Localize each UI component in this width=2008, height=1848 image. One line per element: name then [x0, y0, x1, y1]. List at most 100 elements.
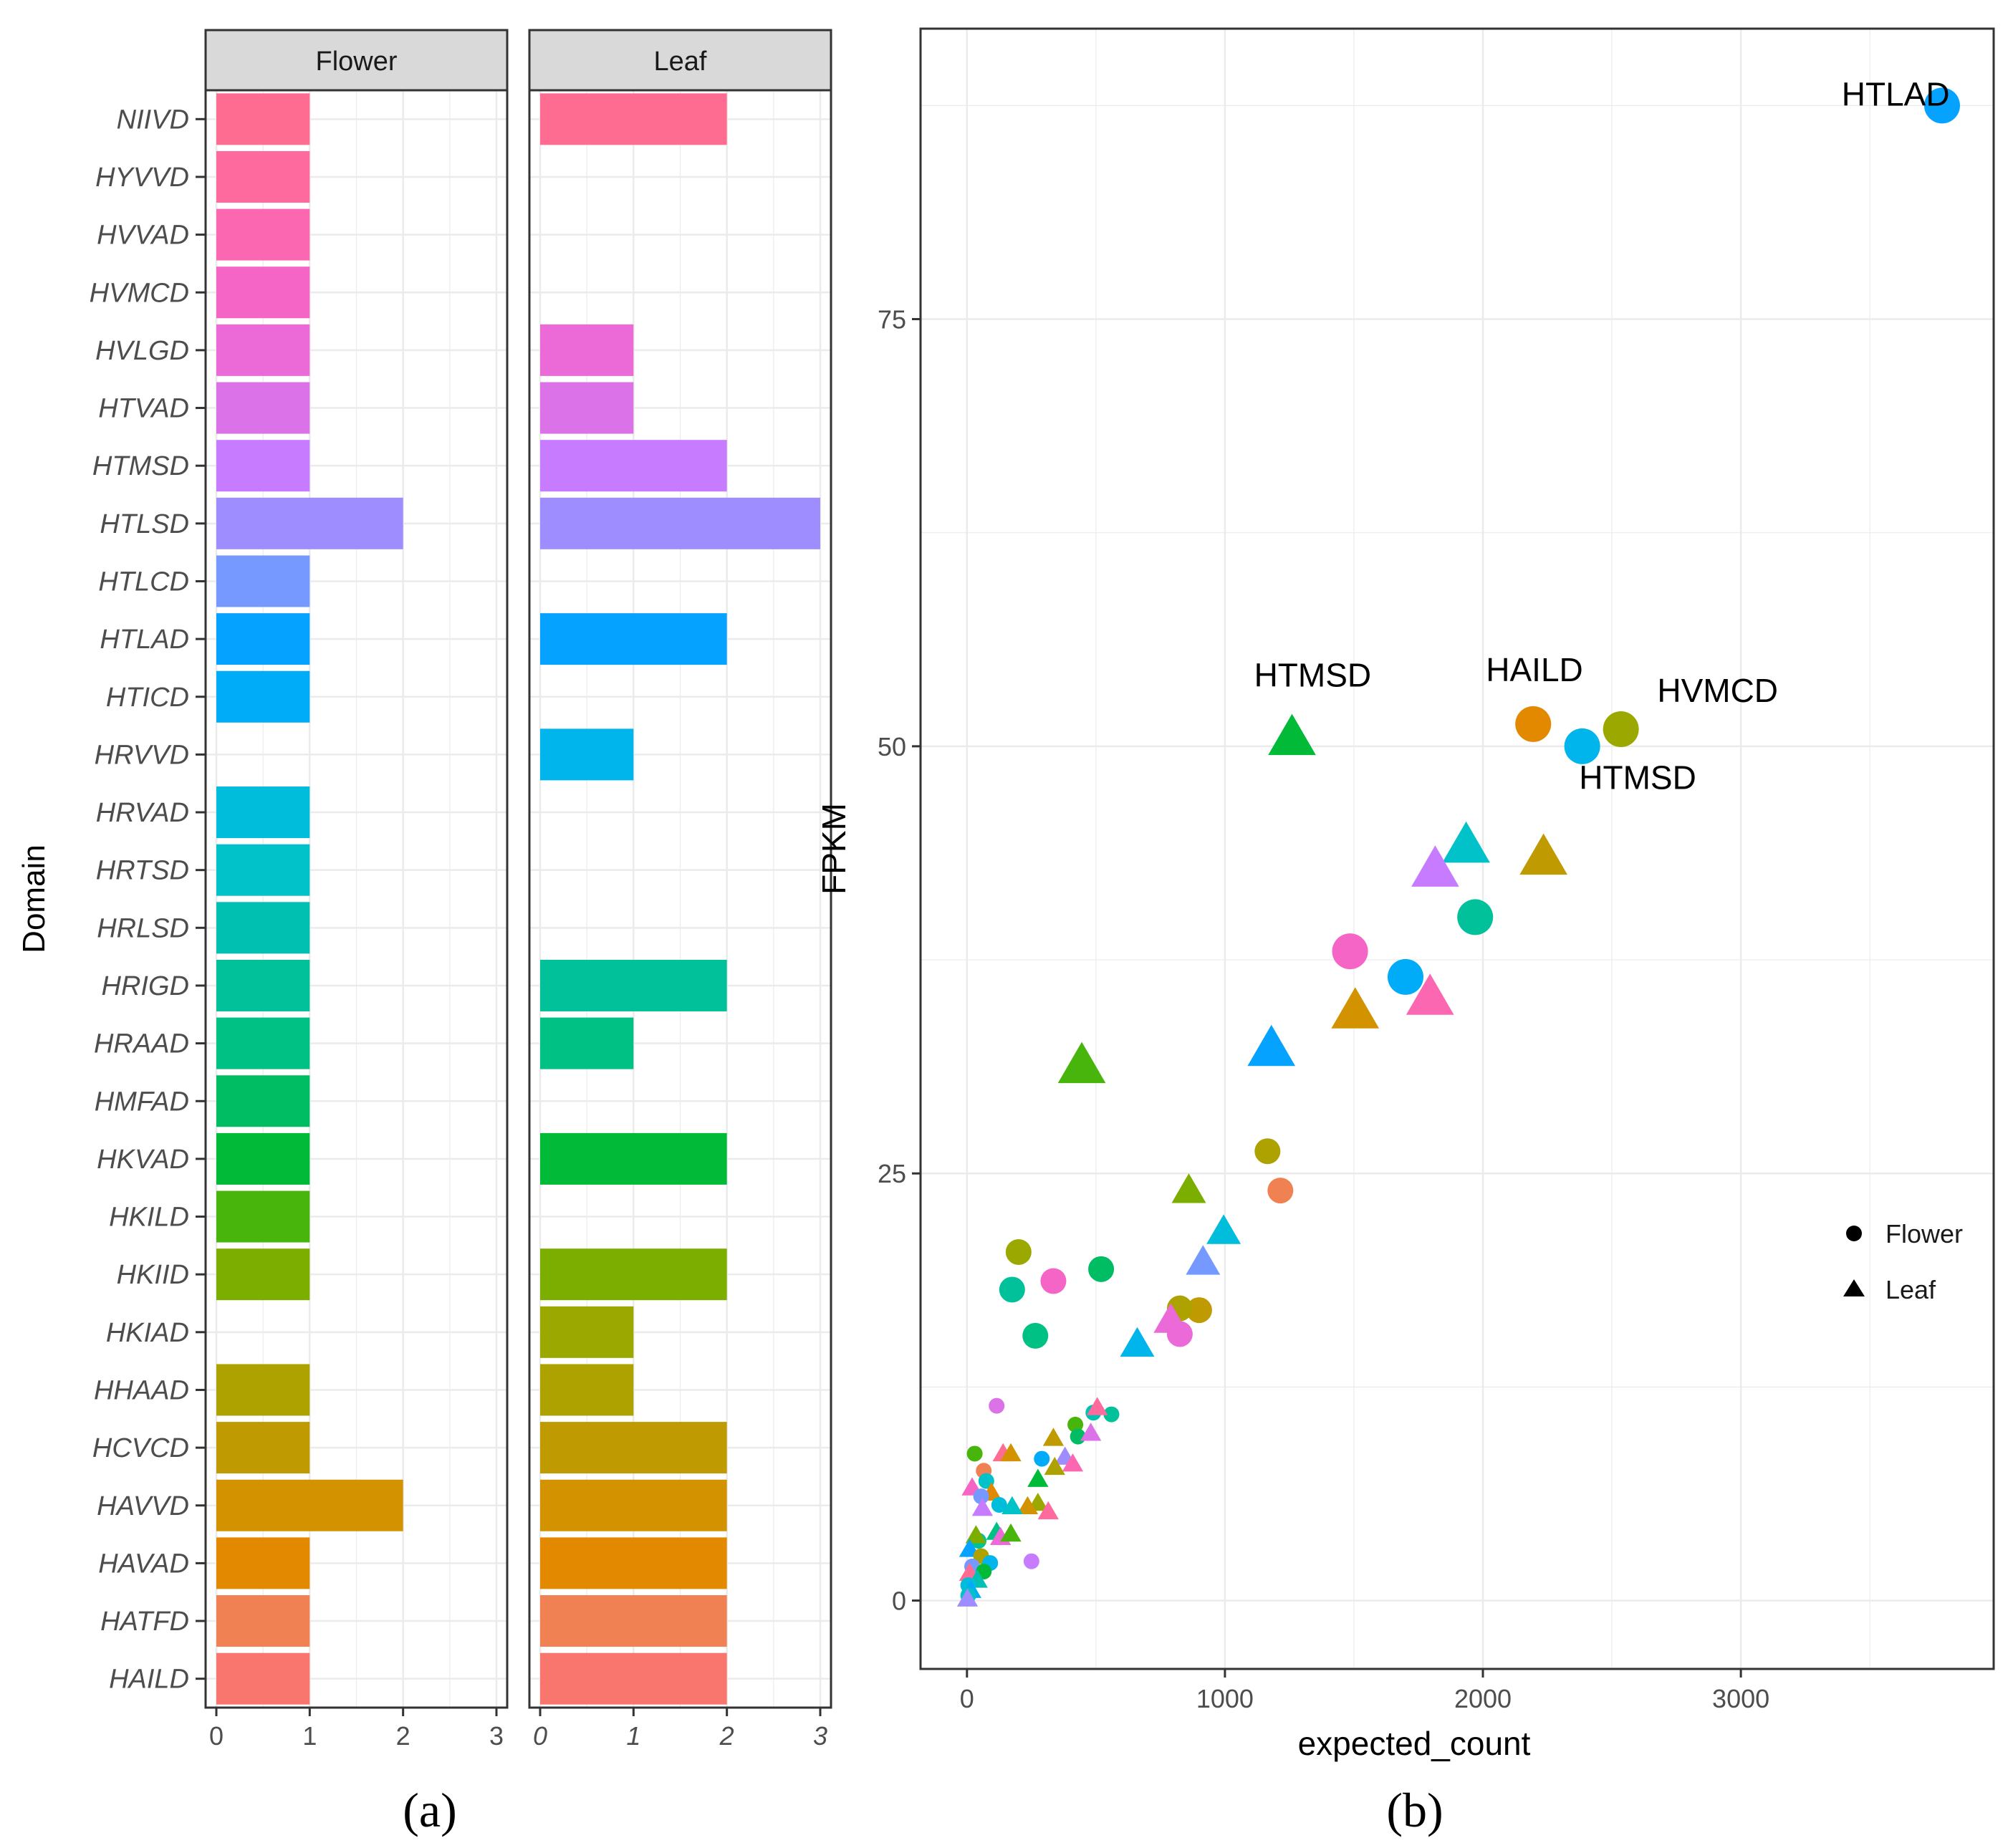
legend-leaf-icon	[1843, 1279, 1865, 1296]
point-flower-2	[1515, 706, 1552, 742]
y-axis-title: Domain	[16, 844, 52, 953]
bar-flower-hhaad	[216, 1364, 310, 1416]
y-tick-label-niivd: NIIVD	[117, 105, 189, 135]
point-leaf-11	[1406, 973, 1454, 1015]
y-tick-label-hrtsd: HRTSD	[96, 856, 189, 886]
bar-leaf-haild	[540, 1652, 727, 1705]
bar-flower-havvd	[216, 1479, 403, 1531]
y-tick-label-hhaad: HHAAD	[94, 1375, 189, 1405]
x-tick-label: 2000	[1454, 1684, 1512, 1713]
bar-flower-hkvad	[216, 1132, 310, 1185]
y-tick-label-hatfd: HATFD	[100, 1607, 189, 1637]
point-leaf-54	[1001, 1496, 1023, 1515]
facet-1-strip	[528, 29, 832, 92]
y-tick-label-hyvvd: HYVVD	[95, 163, 189, 193]
y-tick-label-havad: HAVAD	[98, 1549, 189, 1579]
facet-0-title: Flower	[315, 47, 397, 77]
point-flower-53	[991, 1497, 1007, 1513]
panel-label-b: (b)	[1386, 1783, 1443, 1837]
bar-flower-hrvad	[216, 786, 310, 839]
bar-flower-hticd	[216, 670, 310, 723]
y-tick-label: 25	[878, 1159, 906, 1188]
point-flower-23	[999, 1276, 1025, 1303]
x-tick-label: 1	[302, 1721, 317, 1751]
bar-leaf-hraad	[540, 1017, 634, 1069]
y-tick-label-hrigd: HRIGD	[102, 971, 189, 1001]
bar-flower-hrigd	[216, 959, 310, 1011]
point-flower-20	[1088, 1256, 1115, 1282]
point-leaf-47	[1027, 1468, 1049, 1487]
bar-flower-hkiid	[216, 1248, 310, 1301]
point-leaf-40	[1000, 1443, 1022, 1462]
x-tick-label: 3	[813, 1721, 827, 1751]
plot-border	[919, 27, 1995, 1670]
y-tick-label-htmsd: HTMSD	[92, 451, 189, 481]
bar-leaf-hcvcd	[540, 1422, 727, 1474]
x-tick-label: 3000	[1712, 1684, 1769, 1713]
y-tick-label-hcvcd: HCVCD	[92, 1433, 189, 1463]
bar-flower-hcvcd	[216, 1422, 310, 1474]
bar-leaf-hrvvd	[540, 728, 634, 781]
point-leaf-7	[1519, 833, 1567, 875]
bar-flower-hkild	[216, 1190, 310, 1243]
bar-leaf-havvd	[540, 1479, 727, 1531]
x-axis-title: expected_count	[1298, 1725, 1531, 1762]
point-flower-16	[1267, 1178, 1294, 1204]
bar-flower-hrlsd	[216, 902, 310, 954]
y-tick-label-htlsd: HTLSD	[100, 509, 189, 539]
point-leaf-1	[1268, 713, 1316, 756]
point-leaf-59	[1000, 1523, 1022, 1542]
y-tick-label-hkiid: HKIID	[117, 1260, 189, 1290]
point-leaf-17	[1171, 1173, 1206, 1203]
y-tick-label: 75	[878, 305, 906, 335]
bar-flower-htlad	[216, 613, 310, 665]
point-flower-28	[1022, 1322, 1049, 1349]
point-flower-19	[1005, 1238, 1032, 1265]
bar-flower-htlsd	[216, 497, 403, 549]
x-tick-label: 1000	[1196, 1684, 1254, 1713]
bar-flower-hmfad	[216, 1075, 310, 1127]
point-flower-50	[973, 1488, 989, 1505]
point-flower-22	[1040, 1268, 1067, 1294]
annotation-htmsd-1: HTMSD	[1254, 656, 1372, 693]
point-flower-38	[966, 1445, 983, 1462]
point-leaf-56	[1037, 1501, 1059, 1520]
y-tick-label-hvlgd: HVLGD	[95, 336, 189, 366]
annotation-htlad-0: HTLAD	[1842, 75, 1950, 112]
point-leaf-52	[1017, 1496, 1039, 1515]
panel-a-faceted-bar-chart: Flower 0 1 2 3 Leaf 0 1 2 3 NIIVD HYVVD HVVAD HVMCD HV…	[16, 29, 832, 1751]
y-tick-label-havvd: HAVVD	[97, 1491, 189, 1521]
bar-leaf-hrigd	[540, 959, 727, 1011]
point-flower-65	[1023, 1553, 1039, 1569]
x-tick-label: 3	[489, 1721, 504, 1751]
y-tick-label-hkild: HKILD	[109, 1203, 189, 1233]
point-flower-27	[1166, 1321, 1193, 1347]
x-tick-label: 2	[396, 1721, 410, 1751]
bar-leaf-htlad	[540, 613, 727, 665]
point-leaf-43	[1062, 1453, 1084, 1472]
point-leaf-6	[1411, 845, 1459, 887]
bar-flower-hraad	[216, 1017, 310, 1069]
bar-leaf-htmsd	[540, 440, 727, 492]
legend-label-leaf: Leaf	[1885, 1275, 1936, 1304]
point-flower-4	[1564, 728, 1600, 764]
panel-b-scatter-plot: HTLAD HTMSD HAILD HVMCD HTMSD 0 1000 2000 3000 0 2…	[815, 27, 1995, 1762]
point-leaf-55	[971, 1498, 994, 1516]
bar-flower-hyvvd	[216, 150, 310, 203]
bar-leaf-htlsd	[540, 497, 820, 549]
legend-flower-icon	[1846, 1226, 1862, 1241]
bar-leaf-hatfd	[540, 1595, 727, 1647]
point-leaf-14	[1057, 1041, 1106, 1084]
point-leaf-73	[956, 1588, 979, 1607]
x-tick-label: 0	[209, 1721, 224, 1751]
y-tick-label-hvvad: HVVAD	[97, 221, 189, 251]
bar-leaf-hkiid	[540, 1248, 727, 1301]
point-flower-0	[1923, 87, 1960, 124]
annotation-hvmcd-3: HVMCD	[1657, 672, 1778, 709]
y-tick-label-htlad: HTLAD	[100, 625, 189, 655]
y-tick-label-hmfad: HMFAD	[95, 1087, 189, 1117]
point-leaf-36	[1080, 1423, 1102, 1441]
bar-leaf-havad	[540, 1537, 727, 1589]
point-flower-24	[1186, 1297, 1212, 1324]
